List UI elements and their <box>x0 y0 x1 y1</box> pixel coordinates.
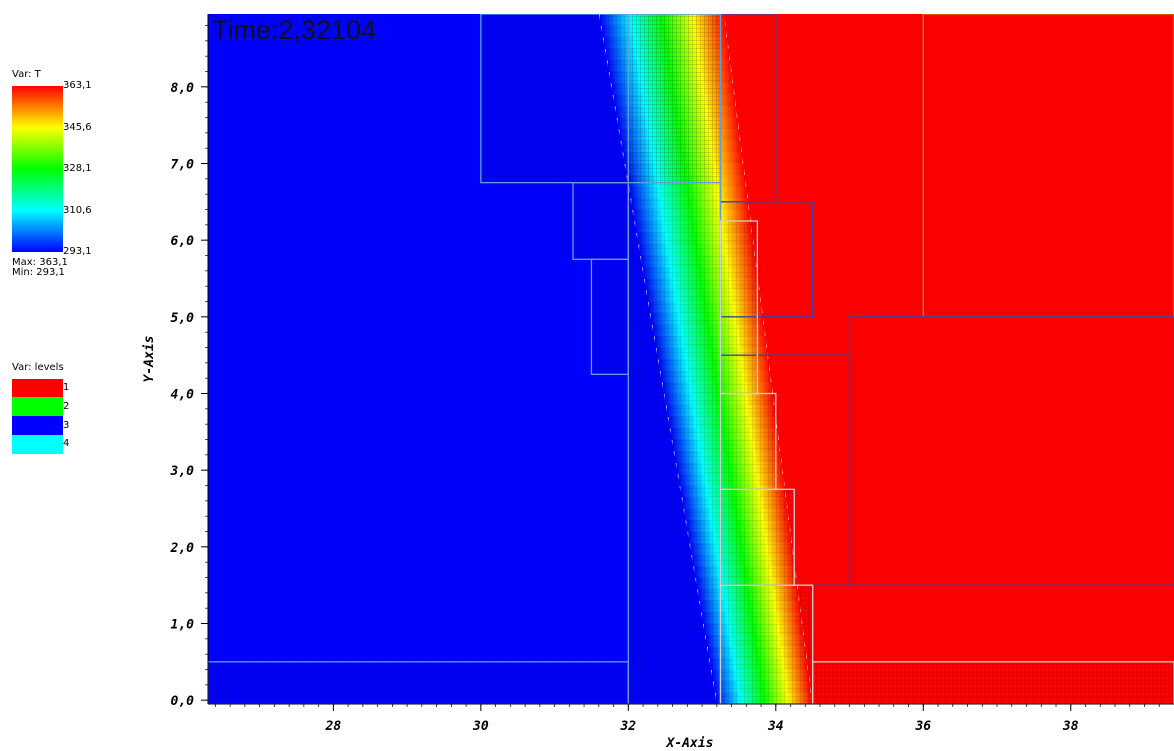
colorbar-levels-swatch-4 <box>12 435 63 454</box>
colorbar-levels-swatch-3 <box>12 416 63 435</box>
refinement-patch-level-4 <box>719 584 814 704</box>
refinement-patch-level-2 <box>848 316 1174 586</box>
x-tick-label: 30 <box>472 719 489 734</box>
y-tick-label: 4,0 <box>171 388 195 403</box>
x-tick-label: 38 <box>1062 719 1079 734</box>
x-tick-label: 28 <box>325 719 342 734</box>
colorbar-t-tick-label: 345,6 <box>63 122 92 133</box>
colorbar-levels-label: 3 <box>63 420 70 431</box>
colorbar-levels-label: 1 <box>63 382 70 393</box>
colorbar-levels-label: 4 <box>63 438 70 449</box>
x-tick-label: 34 <box>767 719 784 734</box>
x-tick-label: 36 <box>914 719 931 734</box>
colorbar-t-tick-label: 310,6 <box>63 205 92 216</box>
colorbar-levels-swatch-2 <box>12 397 63 416</box>
refinement-patch-mesh <box>628 14 721 704</box>
refinement-patch-mesh <box>720 393 776 490</box>
x-axis-label: X-Axis <box>666 736 714 751</box>
y-axis-label: Y-Axis <box>142 336 157 383</box>
colorbar-t-min-label: Min: 293,1 <box>12 267 65 278</box>
refinement-patch-mesh <box>720 489 795 586</box>
colorbar-levels-label: 2 <box>63 401 70 412</box>
colorbar-levels-swatch-1 <box>12 379 63 397</box>
y-tick-label: 8,0 <box>171 81 195 96</box>
colorbar-t-max-label: Max: 363,1 <box>12 257 68 268</box>
y-tick-label: 3,0 <box>170 464 195 479</box>
refinement-patch-mesh <box>720 221 758 394</box>
y-tick-label: 7,0 <box>171 158 195 173</box>
refinement-patch-mesh <box>591 259 629 375</box>
colorbar-t-tick-label: 293,1 <box>63 246 92 257</box>
y-tick-label: 0,0 <box>171 694 195 709</box>
y-tick-label: 6,0 <box>171 234 195 249</box>
x-tick-label: 32 <box>619 719 636 734</box>
y-tick-label: 5,0 <box>171 311 195 326</box>
y-tick-label: 1,0 <box>171 618 195 633</box>
colorbar-t-tick-label: 363,1 <box>63 80 92 91</box>
colorbar-t-gradient <box>12 86 63 252</box>
refinement-patch-mesh <box>720 585 813 704</box>
colorbar-t-tick-label: 328,1 <box>63 163 92 174</box>
y-tick-label: 2,0 <box>170 541 195 556</box>
refinement-patch-mesh <box>812 661 1174 704</box>
refinement-patch-mesh <box>573 182 629 260</box>
colorbar-levels-title: Var: levels <box>12 362 64 373</box>
colorbar-t-title: Var: T <box>12 69 41 80</box>
refinement-patch-mesh <box>208 661 629 704</box>
time-label: Time:2,32104 <box>212 15 376 45</box>
